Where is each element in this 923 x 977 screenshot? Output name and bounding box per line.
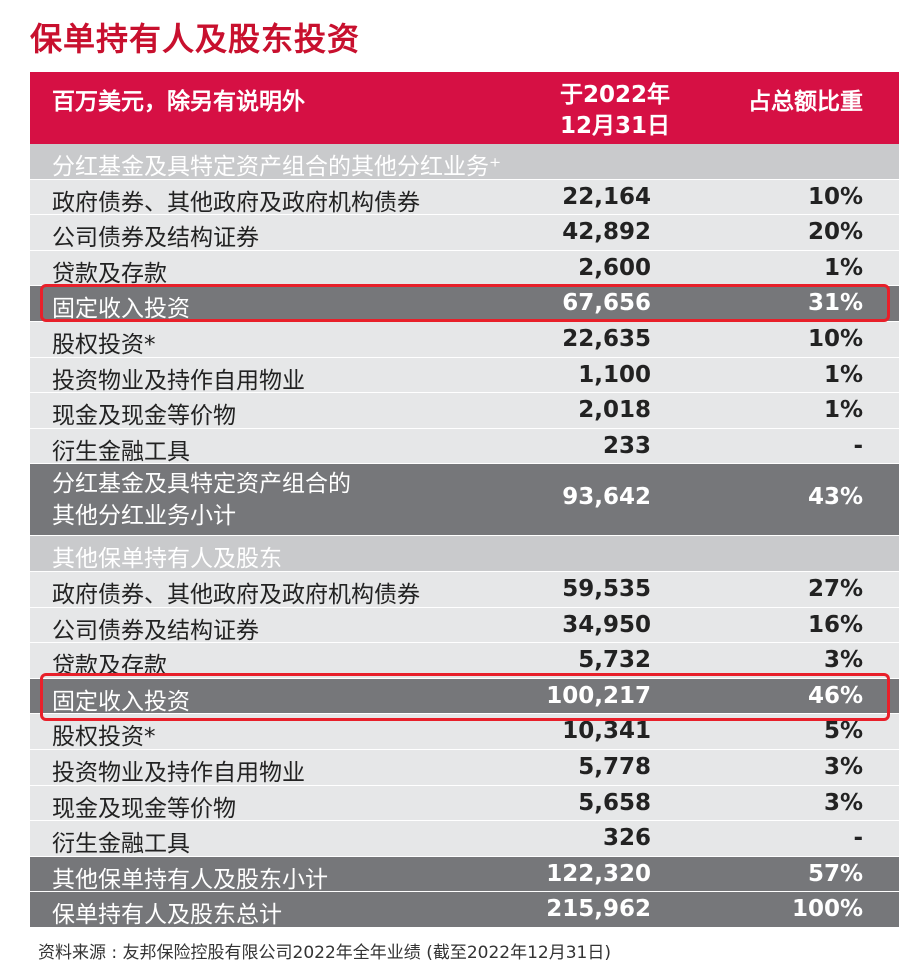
table-row: 政府债券、其他政府及政府机构债券 22,164 10% (30, 179, 899, 216)
row-value: 42,892 (562, 219, 651, 246)
subtotal-pct: 43% (807, 484, 863, 511)
table-row: 贷款及存款 2,600 1% (30, 250, 899, 287)
row-pct: - (853, 432, 863, 459)
table-row: 现金及现金等价物 5,658 3% (30, 785, 899, 822)
row-pct: 27% (807, 575, 863, 602)
header-date-line1: 于2022年 (559, 82, 670, 108)
row-pct: 3% (823, 789, 863, 816)
row-label: 公司债券及结构证券 (52, 617, 259, 644)
row-pct: 20% (807, 219, 863, 246)
table-row: 投资物业及持作自用物业 5,778 3% (30, 749, 899, 786)
header-share-label: 占总额比重 (748, 89, 863, 115)
header-unit-label: 百万美元，除另有说明外 (52, 89, 305, 115)
section-label: 其他保单持有人及股东 (52, 546, 282, 573)
row-label: 投资物业及持作自用物业 (52, 367, 305, 394)
row-pct: 1% (823, 397, 863, 424)
section-label: 分红基金及具特定资产组合的其他分红业务⁺ (52, 154, 502, 180)
row-pct: 31% (807, 290, 863, 317)
table-row: 股权投资* 22,635 10% (30, 321, 899, 358)
subtotal-row: 其他保单持有人及股东小计 122,320 57% (30, 856, 899, 893)
subtotal-pct: 57% (807, 860, 863, 887)
row-label: 政府债券、其他政府及政府机构债券 (52, 189, 420, 216)
row-label: 现金及现金等价物 (52, 795, 236, 822)
row-pct: 10% (807, 325, 863, 352)
table-row: 现金及现金等价物 2,018 1% (30, 393, 899, 429)
header-date-line2: 12月31日 (559, 113, 670, 139)
row-pct: 5% (823, 718, 863, 745)
row-pct: 46% (807, 682, 863, 709)
row-label: 固定收入投资 (52, 296, 190, 323)
subtotal-label: 分红基金及具特定资产组合的 其他分红业务小计 (52, 468, 432, 532)
row-label: 投资物业及持作自用物业 (52, 759, 305, 786)
row-label: 政府债券、其他政府及政府机构债券 (52, 581, 420, 608)
row-pct: 1% (823, 254, 863, 281)
total-row: 保单持有人及股东总计 215,962 100% (30, 892, 899, 928)
investment-table: 百万美元，除另有说明外 于2022年 12月31日 占总额比重 分红基金及具特定… (30, 72, 899, 928)
row-value: 1,100 (578, 361, 651, 388)
row-pct: 1% (823, 361, 863, 388)
row-value: 22,164 (562, 183, 651, 210)
page-title: 保单持有人及股东投资 (30, 20, 361, 58)
total-pct: 100% (791, 896, 863, 923)
row-value: 10,341 (562, 718, 651, 745)
row-value: 2,018 (578, 397, 651, 424)
table-row: 衍生金融工具 233 - (30, 428, 899, 465)
table-row: 衍生金融工具 326 - (30, 821, 899, 857)
row-value: 233 (602, 432, 651, 459)
row-value: 5,778 (578, 753, 651, 780)
highlight-box-fixed-income-1 (40, 284, 890, 322)
row-pct: 16% (807, 611, 863, 638)
row-label: 衍生金融工具 (52, 438, 190, 465)
row-value: 22,635 (562, 325, 651, 352)
subtotal-label-line2: 其他分红业务小计 (52, 503, 236, 530)
row-label: 股权投资* (52, 724, 156, 751)
row-value: 5,658 (578, 789, 651, 816)
table-row: 公司债券及结构证券 42,892 20% (30, 215, 899, 251)
subtotal-label: 其他保单持有人及股东小计 (52, 866, 328, 893)
row-value: 2,600 (578, 254, 651, 281)
section-header: 分红基金及具特定资产组合的其他分红业务⁺ (30, 144, 899, 180)
row-pct: 3% (823, 647, 863, 674)
subtotal-value: 93,642 (562, 484, 651, 511)
total-value: 215,962 (546, 896, 651, 923)
row-label: 股权投资* (52, 331, 156, 358)
row-value: 59,535 (562, 575, 651, 602)
row-label: 公司债券及结构证券 (52, 225, 259, 252)
row-value: 5,732 (578, 647, 651, 674)
header-date-label: 于2022年 12月31日 (550, 80, 680, 142)
table-row: 政府债券、其他政府及政府机构债券 59,535 27% (30, 571, 899, 608)
row-label: 衍生金融工具 (52, 831, 190, 858)
highlight-box-fixed-income-2 (40, 673, 890, 721)
table-row: 投资物业及持作自用物业 1,100 1% (30, 357, 899, 394)
section-header: 其他保单持有人及股东 (30, 536, 899, 572)
row-value: 67,656 (562, 290, 651, 317)
table-row-fixed-income: 固定收入投资 67,656 31% (30, 286, 899, 322)
subtotal-row: 分红基金及具特定资产组合的 其他分红业务小计 93,642 43% (30, 464, 899, 537)
table-row-fixed-income: 固定收入投资 100,217 46% (30, 678, 899, 715)
row-value: 100,217 (546, 682, 651, 709)
row-label: 贷款及存款 (52, 260, 167, 287)
row-pct: 3% (823, 753, 863, 780)
table-row: 公司债券及结构证券 34,950 16% (30, 607, 899, 644)
table-header: 百万美元，除另有说明外 于2022年 12月31日 占总额比重 (30, 72, 899, 144)
source-note: 资料来源 : 友邦保险控股有限公司2022年全年业绩 (截至2022年12月31… (38, 943, 611, 963)
row-label: 固定收入投资 (52, 688, 190, 715)
row-value: 326 (602, 825, 651, 852)
row-label: 现金及现金等价物 (52, 403, 236, 430)
subtotal-value: 122,320 (546, 860, 651, 887)
total-label: 保单持有人及股东总计 (52, 902, 282, 929)
row-value: 34,950 (562, 611, 651, 638)
row-pct: 10% (807, 183, 863, 210)
row-pct: - (853, 825, 863, 852)
subtotal-label-line1: 分红基金及具特定资产组合的 (52, 471, 351, 498)
